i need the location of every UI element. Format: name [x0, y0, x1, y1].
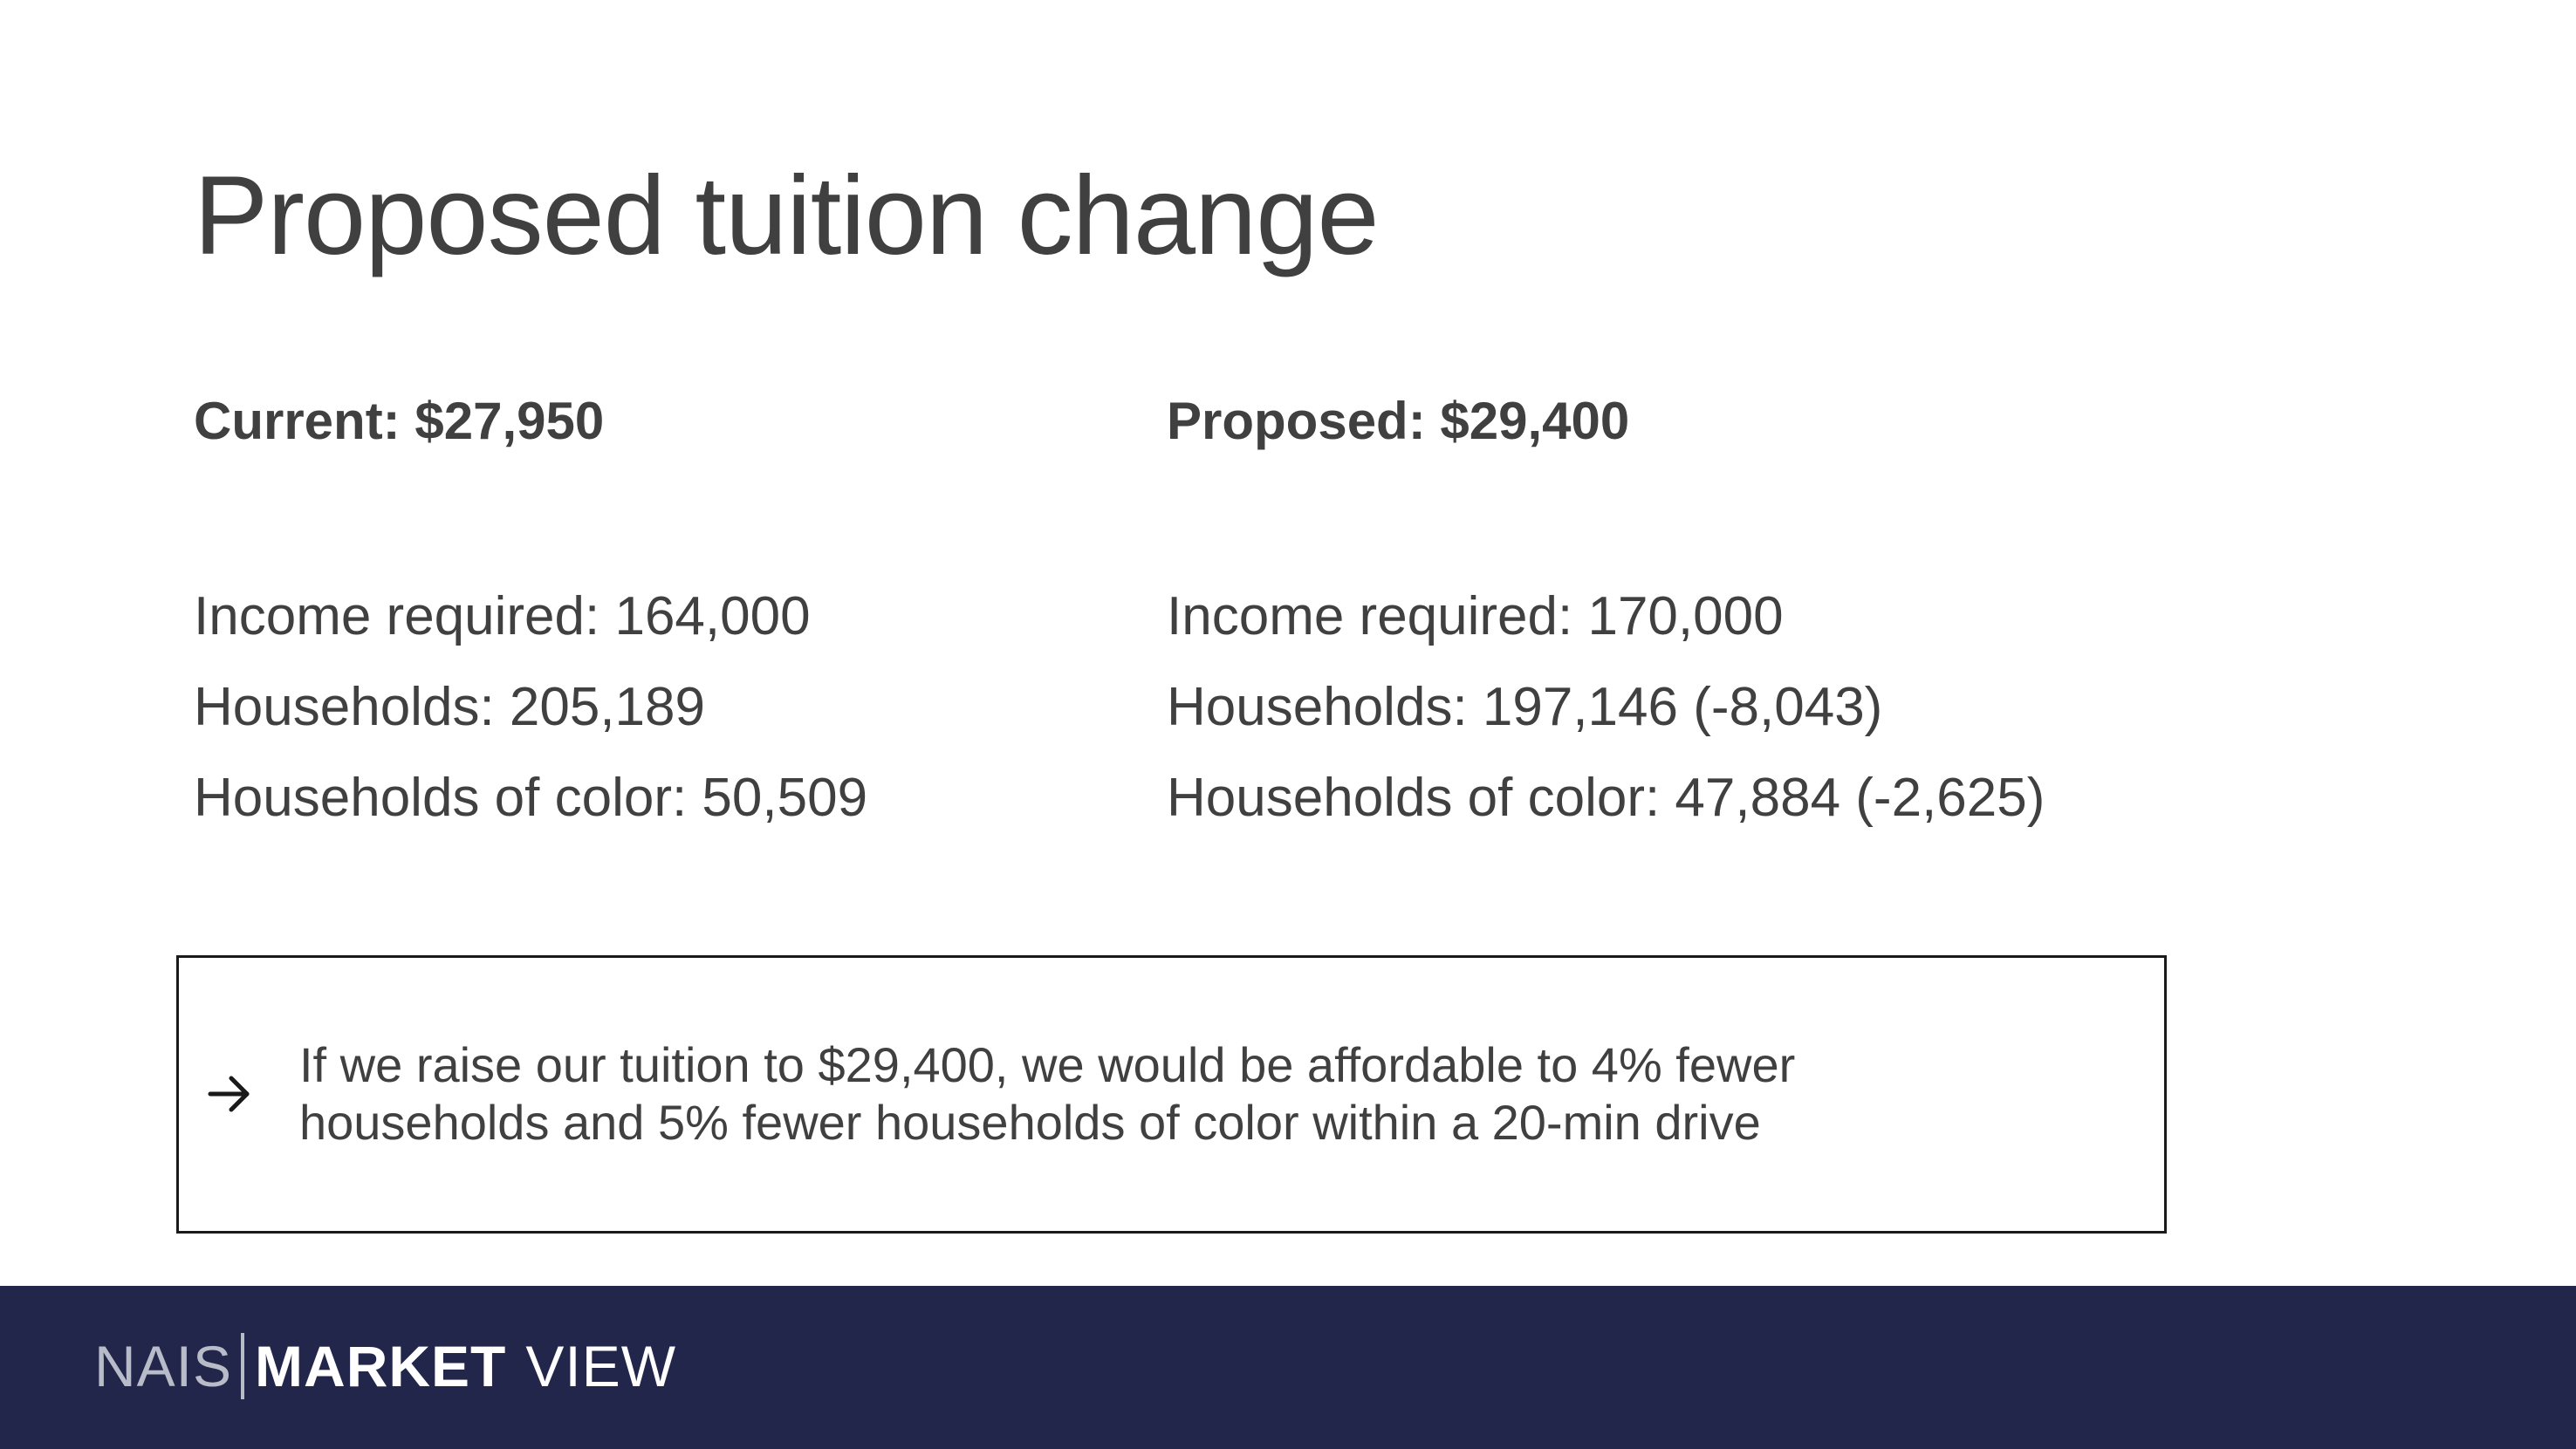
arrow-right-icon: [208, 1076, 250, 1112]
nais-market-view-logo: NAIS MARKET VIEW: [94, 1331, 676, 1401]
footer-bar: NAIS MARKET VIEW: [0, 1286, 2576, 1449]
proposed-column: Proposed: $29,400 Income required: 170,0…: [1167, 392, 2301, 829]
proposed-stats: Income required: 170,000 Households: 197…: [1167, 571, 2045, 844]
logo-market: MARKET: [255, 1334, 507, 1398]
current-households: Households: 205,189: [194, 677, 706, 737]
current-column: Current: $27,950 Income required: 164,00…: [194, 392, 1101, 829]
current-households-of-color: Households of color: 50,509: [194, 768, 868, 828]
callout-line-1: If we raise our tuition to $29,400, we w…: [299, 1037, 1796, 1092]
logo-nais: NAIS: [94, 1334, 233, 1398]
proposed-income-required: Income required: 170,000: [1167, 586, 1784, 646]
logo-view: VIEW: [525, 1334, 677, 1398]
logo-divider: [241, 1333, 245, 1399]
proposed-heading: Proposed: $29,400: [1167, 392, 1630, 450]
callout-line-2: households and 5% fewer households of co…: [299, 1095, 1761, 1150]
proposed-households: Households: 197,146 (-8,043): [1167, 677, 1883, 737]
slide-title: Proposed tuition change: [194, 154, 1380, 278]
callout-text: If we raise our tuition to $29,400, we w…: [299, 1036, 2097, 1152]
current-stats: Income required: 164,000 Households: 205…: [194, 571, 867, 844]
current-income-required: Income required: 164,000: [194, 586, 811, 646]
callout-box: If we raise our tuition to $29,400, we w…: [176, 955, 2167, 1234]
current-heading: Current: $27,950: [194, 392, 605, 450]
proposed-households-of-color: Households of color: 47,884 (-2,625): [1167, 768, 2045, 828]
